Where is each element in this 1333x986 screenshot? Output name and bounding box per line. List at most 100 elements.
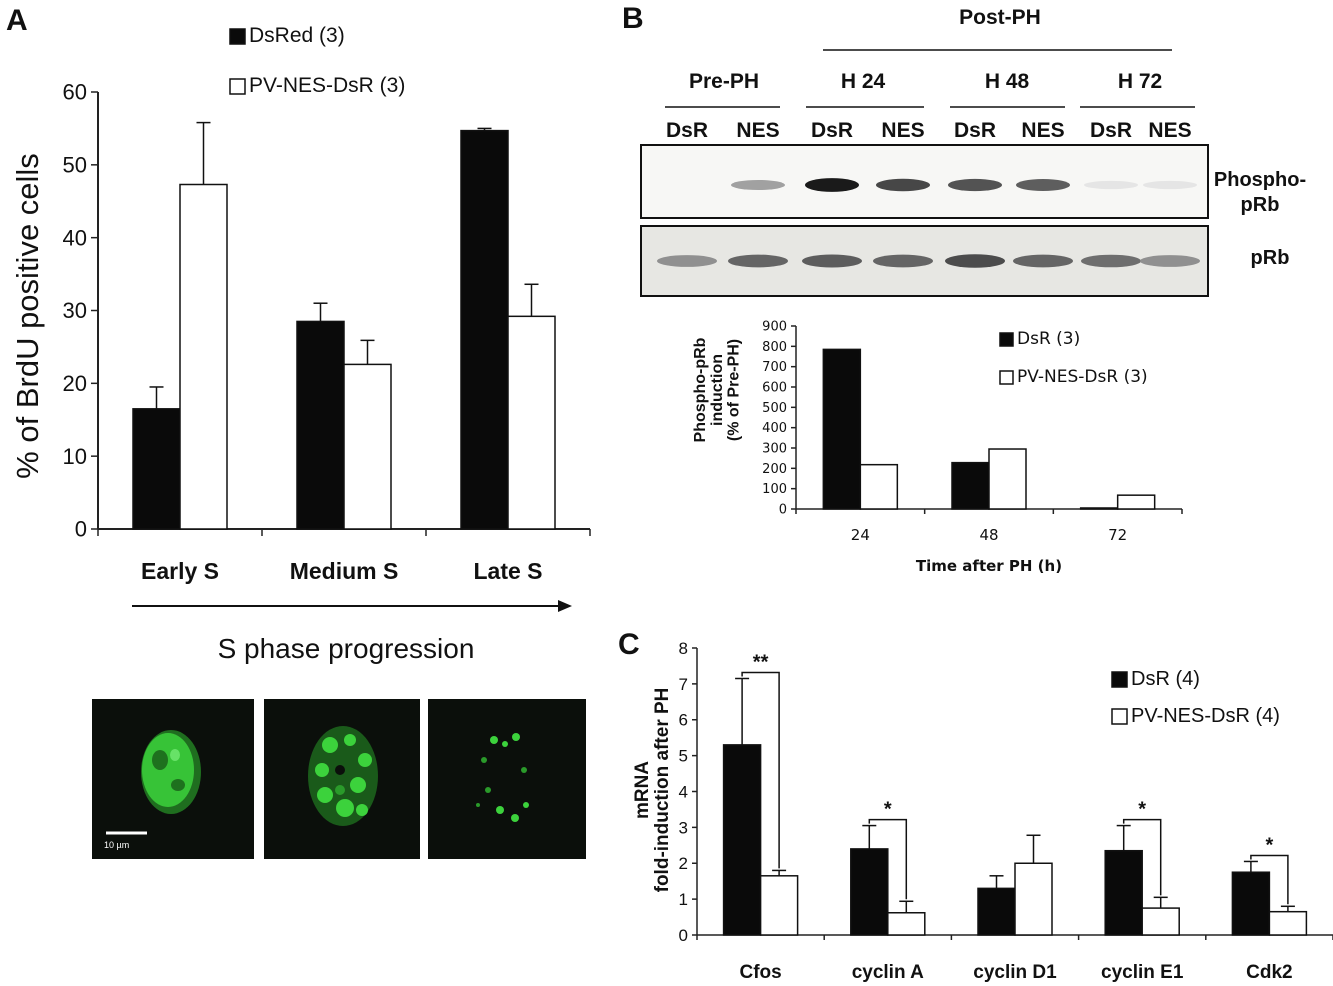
prb-band <box>873 254 933 268</box>
panel-label-b: B <box>622 2 644 35</box>
y-tick-label: 0 <box>75 517 87 542</box>
y-axis-label: Phospho-pRbinduction(% of Pre-PH) <box>692 337 743 442</box>
y-tick-label: 0 <box>679 926 688 945</box>
blot-row-label-prb: pRb <box>1251 247 1290 269</box>
blot-timepoint-label: Pre-PH <box>689 70 759 93</box>
phospho-band <box>948 178 1002 192</box>
blot-lane-label: DsR <box>1090 119 1132 142</box>
micrograph-late-s <box>428 699 586 859</box>
category-label: Cfos <box>739 962 781 983</box>
bar-dsr <box>296 320 345 530</box>
category-label: Early S <box>141 558 219 584</box>
blot-lane-label: DsR <box>811 119 853 142</box>
prb-band <box>1081 254 1141 268</box>
category-label: 72 <box>1108 526 1127 544</box>
bar-nes <box>1014 862 1053 936</box>
y-tick-label: 3 <box>679 818 688 837</box>
y-tick-label: 400 <box>762 421 787 436</box>
y-tick-label: 6 <box>679 711 688 730</box>
bar-nes <box>988 448 1027 510</box>
category-label: cyclin D1 <box>973 962 1057 983</box>
blot-timepoint-label: H 24 <box>841 70 886 93</box>
bar-nes <box>179 183 228 530</box>
y-tick-label: 10 <box>63 444 87 469</box>
phospho-band <box>731 179 785 191</box>
blot-lane-label: NES <box>881 119 924 142</box>
y-tick-label: 300 <box>762 442 787 457</box>
category-label: 48 <box>979 526 998 544</box>
bar-dsr <box>951 461 990 510</box>
bar-dsr <box>850 848 889 936</box>
panel-label-a: A <box>6 4 28 37</box>
y-tick-label: 60 <box>63 80 87 105</box>
phospho-band <box>805 178 859 192</box>
y-tick-label: 800 <box>762 340 787 355</box>
category-label: cyclin A <box>852 962 924 983</box>
y-tick-label: 200 <box>762 462 787 477</box>
blot-timepoint-label: H 48 <box>985 70 1030 93</box>
s-phase-arrow-head <box>558 600 572 612</box>
micrograph-early-s: 10 µm <box>92 699 254 859</box>
blot-lane-label: DsR <box>666 119 708 142</box>
y-axis-label: mRNAfold-induction after PH <box>632 688 673 893</box>
y-tick-label: 0 <box>779 503 787 518</box>
y-tick-label: 100 <box>762 482 787 497</box>
significance-bracket <box>741 671 780 869</box>
panel-label-c: C <box>618 628 640 661</box>
bar-nes <box>859 463 899 510</box>
bar-nes <box>1141 907 1180 936</box>
prb-band <box>1140 255 1200 267</box>
y-tick-label: 20 <box>63 371 87 396</box>
prb-band <box>802 254 862 268</box>
legend-label: PV-NES-DsR (3) <box>249 74 405 97</box>
phospho-band <box>1143 180 1197 190</box>
category-label: Late S <box>473 558 542 584</box>
blot-lane-label: NES <box>736 119 779 142</box>
y-tick-label: 4 <box>679 782 688 801</box>
phospho-band <box>876 178 930 192</box>
bar-dsr <box>132 408 181 530</box>
blot-lane-label: DsR <box>954 119 996 142</box>
bar-nes <box>507 315 556 530</box>
y-tick-label: 50 <box>63 153 87 178</box>
prb-band <box>657 255 717 267</box>
bar-nes <box>759 875 799 936</box>
chart-b: 0 100 200 300 400 500 600 700 800 900 24 48 72 DsR (3… <box>692 320 1183 575</box>
legend-swatch <box>1111 708 1128 725</box>
prb-band <box>945 254 1005 268</box>
phospho-band <box>1084 180 1138 190</box>
blot-timepoint-label: H 72 <box>1118 70 1162 93</box>
significance-bracket <box>1250 854 1289 905</box>
y-tick-label: 1 <box>679 890 688 909</box>
significance-mark: * <box>1138 799 1146 821</box>
significance-bracket <box>868 818 908 900</box>
blot-lane-label: NES <box>1148 119 1191 142</box>
category-label: Cdk2 <box>1246 962 1292 983</box>
bar-nes <box>887 912 926 936</box>
legend-label: DsR (3) <box>1017 329 1080 349</box>
bar-dsr <box>1104 849 1143 936</box>
western-blot: Post-PH Pre-PH H 24 H 48 H 72 DsR NES DsR NES DsR… <box>640 6 1306 297</box>
y-tick-label: 500 <box>762 401 787 416</box>
bar-dsr <box>822 348 862 510</box>
category-label: 24 <box>851 526 870 544</box>
significance-bracket <box>1122 818 1162 896</box>
bar-dsr <box>1079 507 1119 510</box>
legend-label: DsRed (3) <box>249 24 345 47</box>
bar-nes <box>1268 910 1308 936</box>
significance-mark: * <box>1266 834 1274 856</box>
legend-swatch <box>999 370 1014 385</box>
legend-label: DsR (4) <box>1131 668 1200 690</box>
y-tick-label: 700 <box>762 360 787 375</box>
y-tick-label: 40 <box>63 225 87 250</box>
blot-lane-label: NES <box>1021 119 1064 142</box>
legend-swatch <box>1111 671 1128 688</box>
bar-dsr <box>977 887 1016 936</box>
y-tick-label: 600 <box>762 381 787 396</box>
y-tick-label: 2 <box>679 854 688 873</box>
bar-dsr <box>1231 871 1271 936</box>
x-axis-label: Time after PH (h) <box>916 557 1062 575</box>
